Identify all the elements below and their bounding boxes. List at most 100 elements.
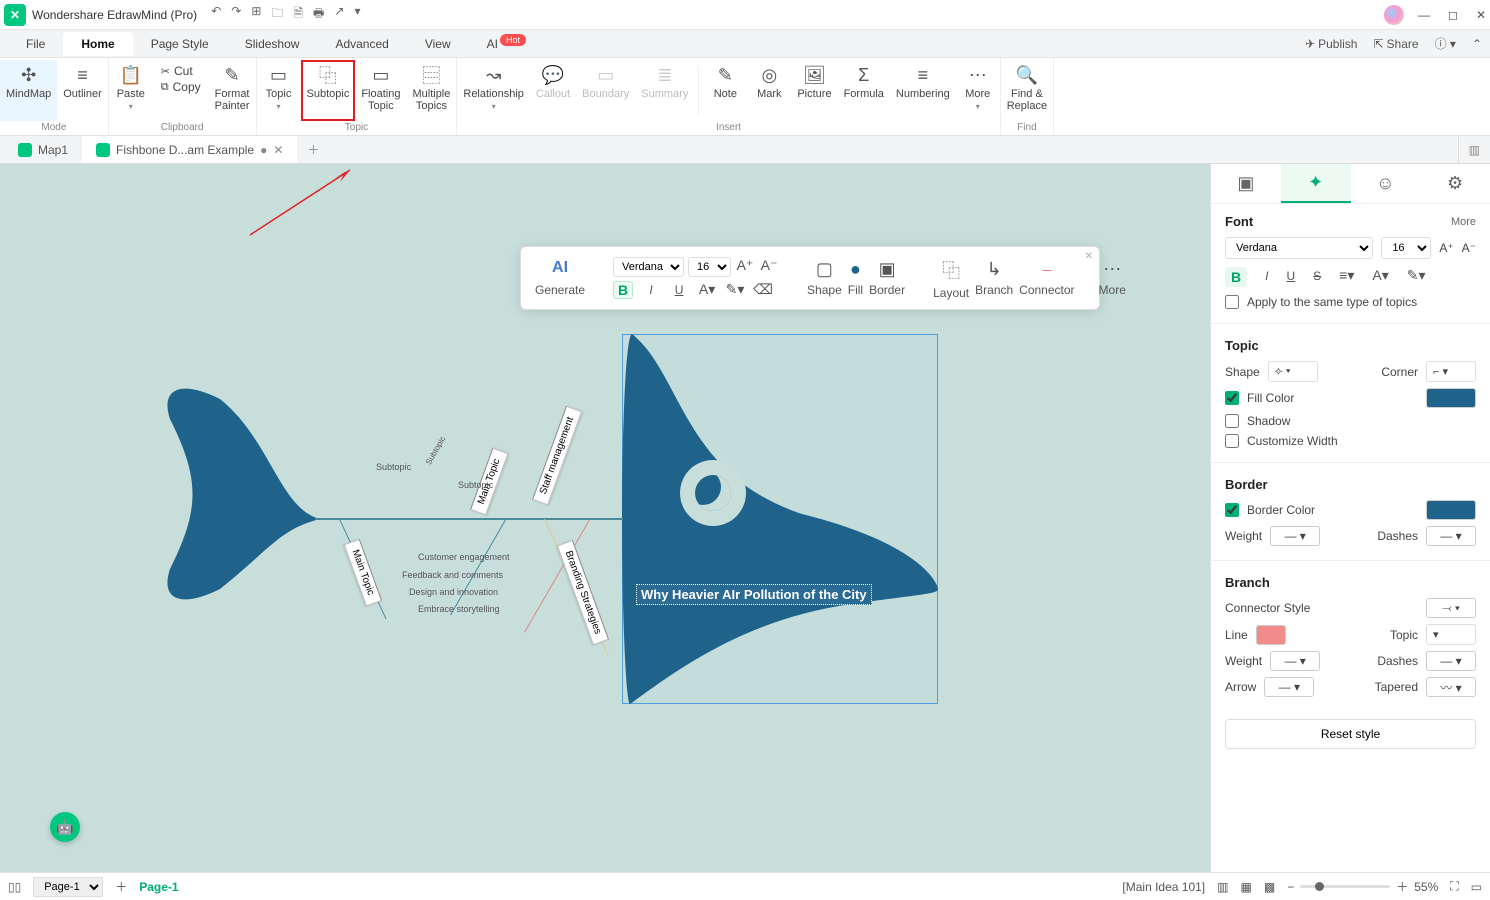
close-icon[interactable]: ✕ [1476,8,1486,22]
copy-button[interactable]: ⧉ Copy [161,80,201,94]
underline-button[interactable]: U [669,281,689,299]
fill-color-swatch[interactable] [1426,388,1476,408]
bone-branding[interactable]: Branding Strategies [557,540,609,645]
canvas-area[interactable]: ✕ AIGenerate Verdana 16 A⁺ A⁻ B I U A▾ ✎… [0,164,1210,872]
picture-button[interactable]: 🖼Picture [791,60,837,121]
format-painter-button[interactable]: ✎Format Painter [209,60,256,121]
font-color-button[interactable]: A▾ [697,281,717,299]
fish-head-shape[interactable] [622,334,938,704]
mark-button[interactable]: ◎Mark [747,60,791,121]
more-button[interactable]: ⋯More▾ [956,60,1000,121]
bone-b4[interactable]: Embrace storytelling [418,604,500,614]
panel-font-family[interactable]: Verdana [1225,237,1373,259]
view-mode-3-icon[interactable]: ▩ [1264,880,1275,894]
branch-button[interactable]: ↳Branch [975,259,1013,297]
font-size-select[interactable]: 16 [688,257,731,277]
border-button[interactable]: ▣Border [869,259,905,297]
doc-tab-map1[interactable]: Map1 [4,136,82,163]
bone-staff[interactable]: Staff management [532,406,582,505]
find-replace-button[interactable]: 🔍Find & Replace [1001,60,1053,121]
panel-tab-emoji-icon[interactable]: ☺ [1351,164,1421,203]
layout-button[interactable]: ⿻Layout [933,257,969,300]
panel-tab-settings-icon[interactable]: ⚙ [1420,164,1490,203]
font-more-link[interactable]: More [1451,216,1476,228]
menu-page-style[interactable]: Page Style [133,32,227,56]
page-select[interactable]: Page-1 [33,877,103,897]
shadow-checkbox[interactable] [1225,414,1239,428]
branch-topic-select[interactable]: ▾ [1426,624,1476,645]
connector-style-select[interactable]: ⤙ ▾ [1426,598,1476,618]
highlight-button[interactable]: ✎▾ [725,281,745,299]
note-button[interactable]: ✎Note [703,60,747,121]
font-grow-icon[interactable]: A⁺ [735,257,755,277]
connector-button[interactable]: ⎯Connector [1019,259,1074,297]
menu-ai[interactable]: AIHot [469,32,544,56]
doc-tab-fishbone[interactable]: Fishbone D...am Example ● ✕ [82,136,297,163]
collapse-ribbon-icon[interactable]: ⌃ [1472,37,1482,51]
minimize-icon[interactable]: — [1418,8,1430,22]
shape-button[interactable]: ▢Shape [807,259,842,297]
avatar[interactable] [1384,5,1404,25]
open-icon[interactable]: 🗀 [271,4,283,25]
bone-subtopic-3[interactable]: Subtopic [424,435,447,466]
custom-width-checkbox[interactable] [1225,434,1239,448]
panel-highlight-button[interactable]: ✎▾ [1407,267,1426,287]
panel-strike-button[interactable]: S [1313,267,1321,287]
panel-fontcolor-button[interactable]: A▾ [1372,267,1388,287]
ai-generate-button[interactable]: AIGenerate [531,259,589,297]
outliner-button[interactable]: ≡Outliner [57,60,108,121]
panel-font-grow-icon[interactable]: A⁺ [1439,241,1453,255]
panel-toggle-icon[interactable]: ▯▯ [8,880,21,894]
maximize-icon[interactable]: ◻ [1448,8,1458,22]
help-button[interactable]: ⓘ ▾ [1435,35,1456,52]
numbering-button[interactable]: ≡Numbering [890,60,956,121]
add-tab-button[interactable]: ＋ [297,141,329,158]
fish-tail-shape[interactable] [160,379,320,609]
print-icon[interactable]: 🖶 [313,4,324,25]
formula-button[interactable]: ΣFormula [838,60,890,121]
border-color-swatch[interactable] [1426,500,1476,520]
panel-align-button[interactable]: ≡▾ [1339,267,1354,287]
apply-same-type-checkbox[interactable] [1225,295,1239,309]
bone-b1[interactable]: Customer engagement [418,552,510,562]
bone-b3[interactable]: Design and innovation [409,587,498,597]
border-dashes-select[interactable]: — ▾ [1426,526,1476,546]
zoom-slider[interactable] [1300,885,1390,888]
panel-italic-button[interactable]: I [1265,267,1268,287]
view-mode-2-icon[interactable]: ▦ [1241,880,1252,894]
redo-icon[interactable]: ↷ [231,4,241,25]
italic-button[interactable]: I [641,281,661,299]
paste-button[interactable]: 📋Paste▾ [109,60,153,121]
panel-font-size[interactable]: 16 [1381,237,1431,259]
page-link[interactable]: Page-1 [139,880,178,894]
float-more-button[interactable]: ⋯More [1099,259,1126,297]
multiple-topics-button[interactable]: ⿳Multiple Topics [406,60,456,121]
cut-button[interactable]: ✂ Cut [161,64,201,78]
qat-more-icon[interactable]: ▾ [354,4,360,25]
zoom-in-button[interactable]: ＋ [1396,878,1408,895]
mindmap-button[interactable]: ✣MindMap [0,60,57,121]
panel-underline-button[interactable]: U [1286,267,1295,287]
font-family-select[interactable]: Verdana [613,257,684,277]
share-button[interactable]: ⇱ Share [1373,37,1418,51]
fit-icon[interactable]: ▭ [1471,880,1482,894]
export-icon[interactable]: ↗ [334,4,344,25]
assistant-button[interactable]: 🤖 [50,812,80,842]
close-tab-icon[interactable]: ✕ [273,143,283,157]
menu-advanced[interactable]: Advanced [317,32,406,56]
panel-tab-layout-icon[interactable]: ▣ [1211,164,1281,203]
float-close-icon[interactable]: ✕ [1085,251,1093,262]
bone-main-topic-2[interactable]: Main Topic [344,539,382,606]
menu-view[interactable]: View [407,32,469,56]
shape-select[interactable]: ⟣ ▾ [1268,361,1318,382]
relationship-button[interactable]: ↝Relationship▾ [457,60,530,121]
line-color-swatch[interactable] [1256,625,1286,645]
publish-button[interactable]: ✈ Publish [1305,37,1357,51]
floating-topic-button[interactable]: ▭Floating Topic [355,60,406,121]
reset-style-button[interactable]: Reset style [1225,719,1476,749]
center-topic-text[interactable]: Why Heavier AIr Pollution of the City [636,584,872,605]
menu-home[interactable]: Home [63,32,132,56]
fill-color-checkbox[interactable] [1225,391,1239,405]
clear-format-button[interactable]: ⌫ [753,281,773,299]
border-color-checkbox[interactable] [1225,503,1239,517]
